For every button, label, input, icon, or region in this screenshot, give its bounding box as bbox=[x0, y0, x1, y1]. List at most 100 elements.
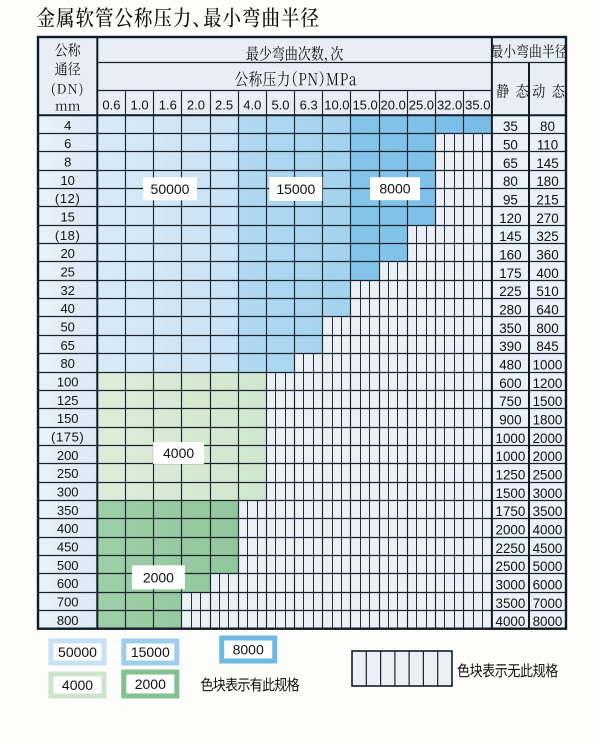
svg-text:150: 150 bbox=[57, 411, 79, 426]
svg-text:15.0: 15.0 bbox=[352, 98, 377, 113]
svg-text:(175): (175) bbox=[51, 430, 84, 445]
svg-text:2.0: 2.0 bbox=[187, 98, 205, 113]
svg-text:8000: 8000 bbox=[533, 614, 563, 629]
svg-text:8000: 8000 bbox=[233, 642, 264, 658]
svg-text:480: 480 bbox=[499, 358, 521, 373]
svg-text:15000: 15000 bbox=[131, 644, 170, 660]
svg-text:80: 80 bbox=[540, 119, 555, 134]
svg-text:510: 510 bbox=[536, 284, 558, 299]
svg-text:325: 325 bbox=[536, 229, 558, 244]
svg-text:7000: 7000 bbox=[533, 596, 563, 611]
svg-text:8: 8 bbox=[64, 155, 71, 170]
svg-text:600: 600 bbox=[499, 376, 521, 391]
svg-text:4000: 4000 bbox=[62, 677, 93, 693]
svg-text:1250: 1250 bbox=[496, 468, 526, 483]
svg-text:120: 120 bbox=[499, 211, 521, 226]
svg-text:350: 350 bbox=[499, 321, 521, 336]
svg-text:6: 6 bbox=[64, 136, 71, 151]
svg-text:95: 95 bbox=[503, 192, 518, 207]
svg-text:2000: 2000 bbox=[496, 523, 526, 538]
svg-text:40: 40 bbox=[60, 301, 74, 316]
svg-text:3000: 3000 bbox=[533, 486, 563, 501]
svg-text:225: 225 bbox=[499, 284, 521, 299]
svg-text:700: 700 bbox=[57, 595, 79, 610]
svg-text:360: 360 bbox=[536, 248, 558, 263]
svg-text:175: 175 bbox=[499, 266, 521, 281]
svg-text:125: 125 bbox=[57, 393, 79, 408]
svg-text:80: 80 bbox=[60, 356, 74, 371]
svg-text:390: 390 bbox=[499, 339, 521, 354]
svg-text:35: 35 bbox=[503, 119, 518, 134]
svg-text:(18): (18) bbox=[55, 228, 81, 243]
svg-text:6000: 6000 bbox=[533, 578, 563, 593]
svg-text:1750: 1750 bbox=[496, 504, 526, 519]
svg-text:215: 215 bbox=[536, 192, 558, 207]
svg-text:25: 25 bbox=[60, 265, 74, 280]
svg-text:145: 145 bbox=[536, 156, 558, 171]
svg-text:8000: 8000 bbox=[379, 181, 410, 197]
svg-text:65: 65 bbox=[503, 156, 518, 171]
svg-text:2000: 2000 bbox=[533, 449, 563, 464]
svg-text:400: 400 bbox=[57, 521, 79, 536]
svg-text:50000: 50000 bbox=[151, 181, 190, 197]
svg-text:500: 500 bbox=[57, 558, 79, 573]
svg-text:4: 4 bbox=[64, 118, 71, 133]
svg-text:280: 280 bbox=[499, 303, 521, 318]
svg-text:800: 800 bbox=[57, 613, 79, 628]
svg-text:300: 300 bbox=[57, 485, 79, 500]
svg-text:350: 350 bbox=[57, 503, 79, 518]
svg-text:10: 10 bbox=[60, 173, 74, 188]
svg-text:4500: 4500 bbox=[533, 541, 563, 556]
svg-text:400: 400 bbox=[536, 266, 558, 281]
svg-text:1000: 1000 bbox=[496, 449, 526, 464]
svg-text:1.6: 1.6 bbox=[159, 98, 177, 113]
svg-text:3500: 3500 bbox=[496, 596, 526, 611]
svg-text:50: 50 bbox=[60, 320, 74, 335]
svg-text:1200: 1200 bbox=[533, 376, 563, 391]
svg-text:1800: 1800 bbox=[533, 413, 563, 428]
svg-text:4000: 4000 bbox=[163, 445, 194, 461]
svg-text:2250: 2250 bbox=[496, 541, 526, 556]
svg-text:20: 20 bbox=[60, 246, 74, 261]
svg-text:15000: 15000 bbox=[276, 181, 315, 197]
svg-text:80: 80 bbox=[503, 174, 518, 189]
svg-text:200: 200 bbox=[57, 448, 79, 463]
svg-text:1000: 1000 bbox=[496, 431, 526, 446]
svg-text:800: 800 bbox=[536, 321, 558, 336]
svg-text:65: 65 bbox=[60, 338, 74, 353]
svg-text:15: 15 bbox=[60, 210, 74, 225]
svg-text:750: 750 bbox=[499, 394, 521, 409]
svg-text:5.0: 5.0 bbox=[271, 98, 289, 113]
svg-text:4000: 4000 bbox=[533, 523, 563, 538]
svg-text:50000: 50000 bbox=[58, 644, 97, 660]
svg-text:845: 845 bbox=[536, 339, 558, 354]
svg-text:160: 160 bbox=[499, 248, 521, 263]
svg-text:5000: 5000 bbox=[533, 559, 563, 574]
svg-text:1000: 1000 bbox=[533, 358, 563, 373]
svg-text:450: 450 bbox=[57, 540, 79, 555]
svg-text:32: 32 bbox=[60, 283, 74, 298]
svg-text:2000: 2000 bbox=[135, 676, 166, 692]
svg-text:100: 100 bbox=[57, 375, 79, 390]
svg-text:(12): (12) bbox=[55, 191, 81, 206]
svg-text:2000: 2000 bbox=[533, 431, 563, 446]
svg-text:4.0: 4.0 bbox=[243, 98, 261, 113]
svg-text:32.0: 32.0 bbox=[437, 98, 462, 113]
svg-text:4000: 4000 bbox=[496, 614, 526, 629]
svg-text:1500: 1500 bbox=[496, 486, 526, 501]
svg-text:2500: 2500 bbox=[533, 468, 563, 483]
svg-text:2500: 2500 bbox=[496, 559, 526, 574]
svg-text:10.0: 10.0 bbox=[324, 98, 349, 113]
svg-text:145: 145 bbox=[499, 229, 521, 244]
svg-text:0.6: 0.6 bbox=[102, 98, 120, 113]
svg-text:2000: 2000 bbox=[143, 569, 174, 585]
svg-text:50: 50 bbox=[503, 137, 518, 152]
svg-text:2.5: 2.5 bbox=[215, 98, 233, 113]
svg-text:250: 250 bbox=[57, 466, 79, 481]
svg-text:35.0: 35.0 bbox=[465, 98, 490, 113]
svg-text:640: 640 bbox=[536, 303, 558, 318]
svg-text:6.3: 6.3 bbox=[300, 98, 318, 113]
svg-text:600: 600 bbox=[57, 576, 79, 591]
svg-text:1.0: 1.0 bbox=[131, 98, 149, 113]
svg-text:3000: 3000 bbox=[496, 578, 526, 593]
